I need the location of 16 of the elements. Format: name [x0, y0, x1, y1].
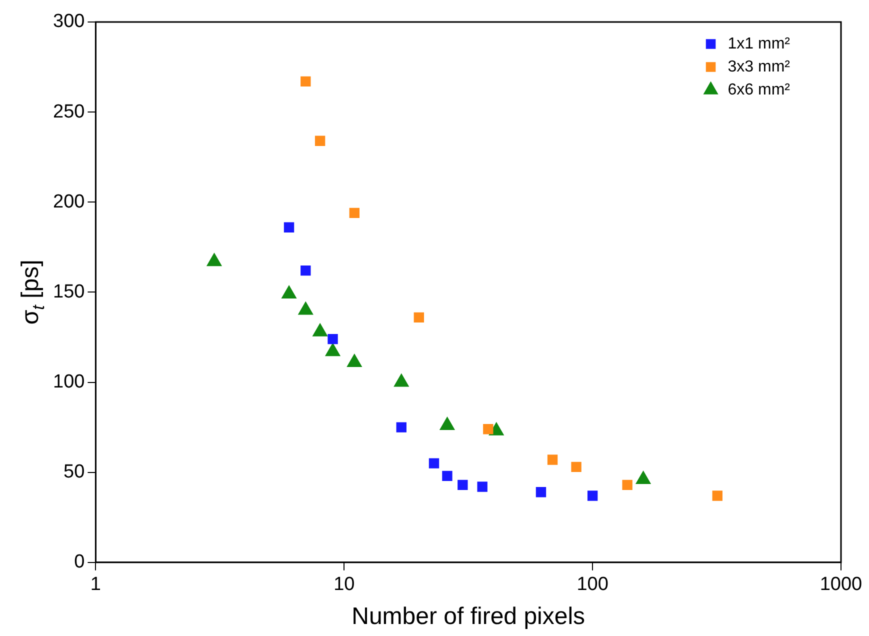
y-tick-label: 100	[53, 372, 85, 392]
x-tick-label: 10	[334, 574, 355, 596]
x-tick-label: 1	[90, 574, 101, 596]
x-tick-label: 100	[576, 574, 608, 596]
y-tick-label: 150	[53, 281, 85, 302]
x-tick-label: 1000	[820, 574, 862, 596]
legend-label: 3x3 mm²	[728, 58, 791, 76]
y-tick-label: 300	[53, 11, 85, 32]
y-tick-label: 250	[53, 101, 85, 122]
y-axis-title: σt [ps]	[17, 260, 48, 325]
x-axis-title: Number of fired pixels	[352, 603, 586, 630]
y-tick-label: 200	[53, 191, 85, 212]
y-tick-label: 0	[74, 552, 85, 573]
legend-label: 6x6 mm²	[728, 81, 791, 98]
legend-label: 1x1 mm²	[728, 35, 791, 52]
y-tick-label: 50	[64, 462, 85, 483]
